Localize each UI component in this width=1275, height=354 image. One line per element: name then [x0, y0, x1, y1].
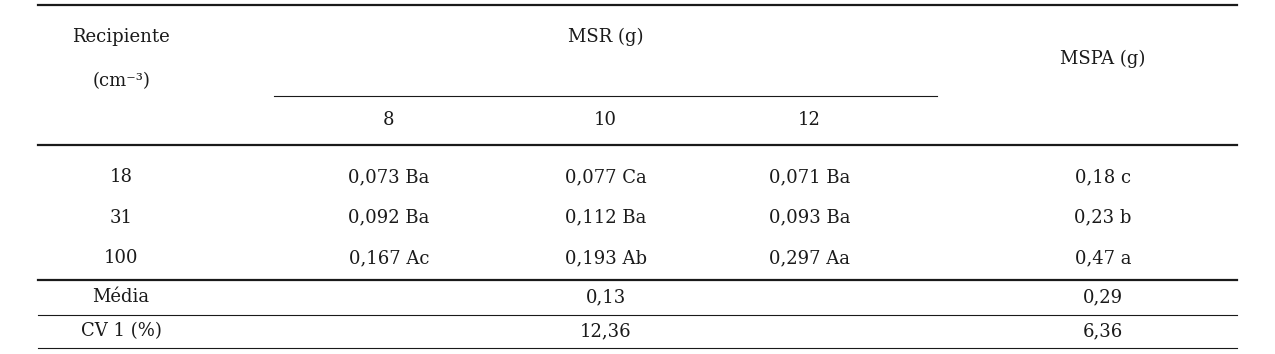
Text: 12,36: 12,36	[580, 322, 631, 340]
Text: 31: 31	[110, 209, 133, 227]
Text: Média: Média	[93, 289, 149, 306]
Text: 0,071 Ba: 0,071 Ba	[769, 168, 850, 186]
Text: 0,23 b: 0,23 b	[1074, 209, 1132, 227]
Text: CV 1 (%): CV 1 (%)	[80, 322, 162, 340]
Text: 6,36: 6,36	[1082, 322, 1123, 340]
Text: MSPA (g): MSPA (g)	[1061, 50, 1145, 68]
Text: Recipiente: Recipiente	[73, 28, 170, 46]
Text: 0,297 Aa: 0,297 Aa	[769, 250, 850, 267]
Text: 0,18 c: 0,18 c	[1075, 168, 1131, 186]
Text: MSR (g): MSR (g)	[567, 28, 644, 46]
Text: 0,093 Ba: 0,093 Ba	[769, 209, 850, 227]
Text: 0,13: 0,13	[585, 289, 626, 306]
Text: 8: 8	[382, 112, 395, 129]
Text: 10: 10	[594, 112, 617, 129]
Text: 0,073 Ba: 0,073 Ba	[348, 168, 430, 186]
Text: 0,193 Ab: 0,193 Ab	[565, 250, 646, 267]
Text: 0,167 Ac: 0,167 Ac	[348, 250, 430, 267]
Text: (cm⁻³): (cm⁻³)	[92, 73, 150, 90]
Text: 0,47 a: 0,47 a	[1075, 250, 1131, 267]
Text: 0,112 Ba: 0,112 Ba	[565, 209, 646, 227]
Text: 100: 100	[103, 250, 139, 267]
Text: 18: 18	[110, 168, 133, 186]
Text: 0,077 Ca: 0,077 Ca	[565, 168, 646, 186]
Text: 0,29: 0,29	[1082, 289, 1123, 306]
Text: 0,092 Ba: 0,092 Ba	[348, 209, 430, 227]
Text: 12: 12	[798, 112, 821, 129]
